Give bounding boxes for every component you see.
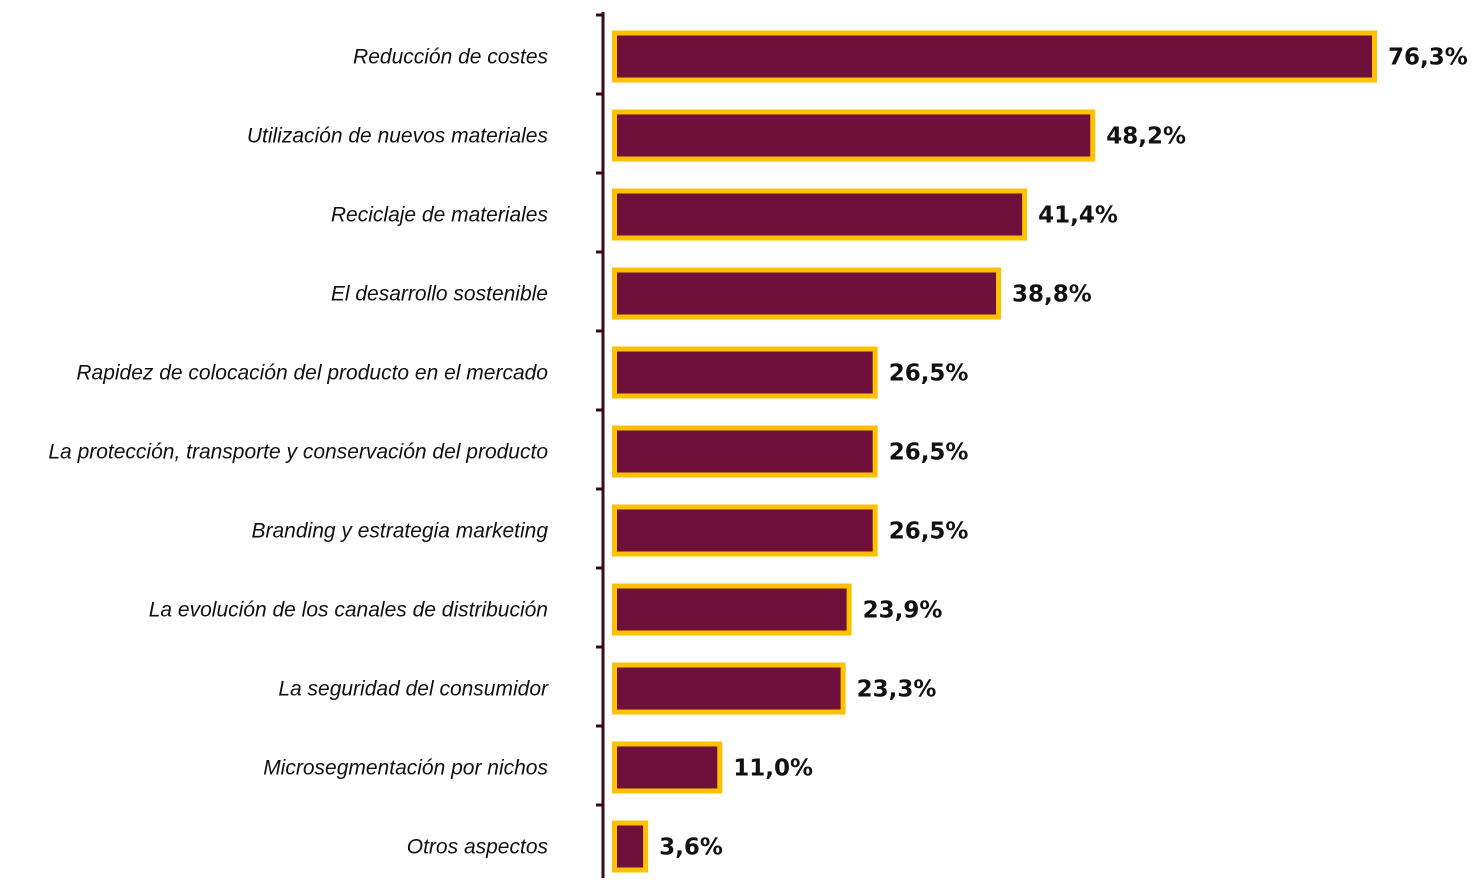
- value-label: 48,2%: [1106, 124, 1186, 150]
- category-label: Utilización de nuevos materiales: [247, 125, 549, 148]
- category-label: La evolución de los canales de distribuc…: [149, 599, 548, 622]
- bars-layer: [612, 30, 1377, 873]
- bar-9: [612, 741, 723, 794]
- value-label: 11,0%: [733, 756, 813, 782]
- value-label: 26,5%: [889, 519, 969, 545]
- category-label: Reducción de costes: [353, 46, 548, 69]
- bar-1: [612, 109, 1096, 162]
- bar-6: [612, 504, 878, 557]
- value-label: 38,8%: [1012, 282, 1092, 308]
- category-label: La seguridad del consumidor: [278, 678, 549, 701]
- category-label: La protección, transporte y conservación…: [48, 441, 548, 464]
- bar-8: [612, 662, 846, 715]
- category-label: Rapidez de colocación del producto en el…: [76, 362, 548, 385]
- category-label: El desarrollo sostenible: [331, 283, 548, 306]
- bar-3: [612, 267, 1002, 320]
- value-label: 41,4%: [1038, 203, 1118, 229]
- bar-5: [612, 425, 878, 478]
- value-label: 26,5%: [889, 440, 969, 466]
- category-label: Microsegmentación por nichos: [263, 757, 548, 780]
- bar-0: [612, 30, 1377, 83]
- value-label: 76,3%: [1388, 45, 1468, 71]
- category-label: Otros aspectos: [407, 836, 549, 859]
- category-label: Reciclaje de materiales: [331, 204, 549, 227]
- value-label: 26,5%: [889, 361, 969, 387]
- bar-2: [612, 188, 1028, 241]
- axis-layer: [596, 12, 605, 883]
- value-label: 23,3%: [857, 677, 937, 703]
- bar-10: [612, 820, 649, 873]
- value-label: 3,6%: [659, 835, 723, 861]
- category-label: Branding y estrategia marketing: [252, 520, 549, 543]
- bar-7: [612, 583, 852, 636]
- labels-layer: Reducción de costes 76,3% Utilización de n…: [48, 45, 1467, 861]
- value-label: 23,9%: [863, 598, 943, 624]
- bar-4: [612, 346, 878, 399]
